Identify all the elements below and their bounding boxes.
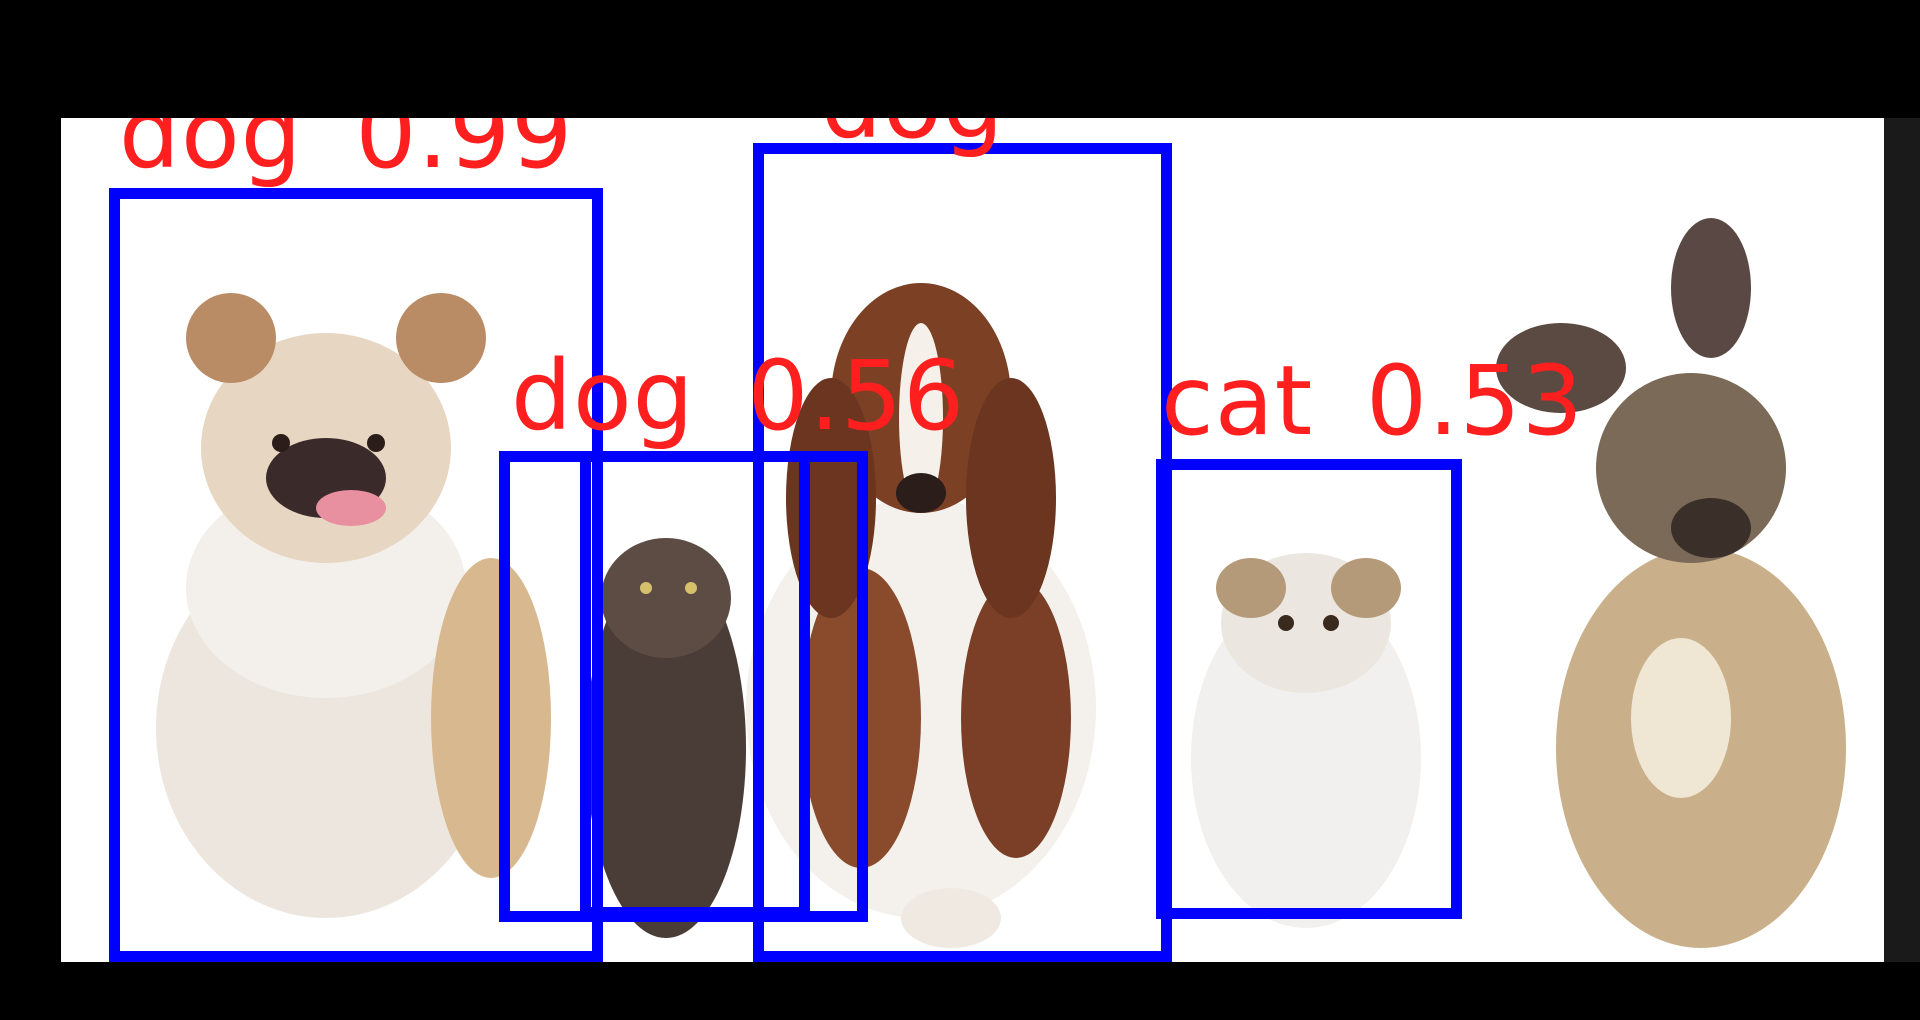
animals-photo xyxy=(156,218,1846,948)
white-cat-figure xyxy=(1191,553,1421,928)
detection-box-dog-1 xyxy=(109,188,603,962)
detection-box-small-1 xyxy=(580,451,810,918)
bulldog-figure xyxy=(156,293,496,918)
basset-hound-figure xyxy=(746,283,1096,948)
detection-label-small-1 xyxy=(1041,118,1094,152)
detection-label-dog-3: dog xyxy=(821,118,1057,152)
right-border xyxy=(1884,118,1920,962)
detection-box-cat-1 xyxy=(1156,459,1462,919)
small-dog-figure xyxy=(431,558,551,878)
detection-box-dog-3 xyxy=(753,143,1172,962)
detection-label-cat-1: cat 0.53 xyxy=(1161,345,1584,457)
detection-label-dog-2: dog 0.56 xyxy=(511,340,966,452)
detection-label-dog-1: dog 0.99 xyxy=(119,118,574,190)
french-bulldog-figure xyxy=(1496,218,1846,948)
kitten-figure xyxy=(586,538,746,938)
